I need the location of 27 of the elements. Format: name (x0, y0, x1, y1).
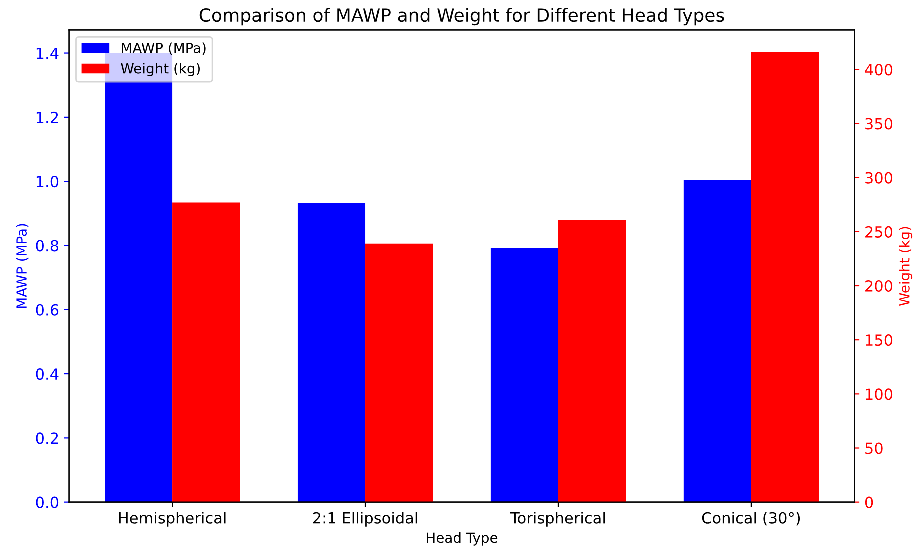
y-tick-label: 1.2 (36, 112, 58, 124)
y-tick-label: 1.4 (36, 48, 59, 60)
legend-label: MAWP (MPa) (122, 42, 206, 56)
y-tick-label: 0.0 (36, 496, 59, 508)
y-tick-label: 0.6 (36, 304, 59, 316)
y2-tick-label: 0 (865, 496, 874, 508)
y2-tick-label: 100 (866, 388, 893, 400)
x-axis-title: Head Type (427, 532, 498, 546)
x-tick-label: Conical (30°) (702, 512, 800, 526)
y2-tick-label: 200 (866, 280, 893, 292)
y2-tick-label: 50 (866, 442, 883, 454)
y-tick-label: 0.4 (36, 368, 59, 380)
y2-axis-title: Weight (kg) (899, 227, 913, 306)
y-tick-label: 0.8 (36, 240, 59, 252)
legend-label: Weight (kg) (121, 63, 200, 77)
y2-tick-label: 300 (866, 172, 893, 184)
x-tick-label: 2:1 Ellipsoidal (313, 512, 418, 527)
chart-title: Comparison of MAWP and Weight for Different Head Types (200, 8, 724, 26)
y-tick-label: 0.2 (36, 432, 58, 444)
y-axis-title: MAWP (MPa) (16, 224, 29, 308)
y2-tick-label: 400 (865, 64, 893, 76)
x-tick-label: Hemispherical (119, 512, 226, 527)
y2-tick-label: 250 (866, 226, 893, 238)
y2-tick-label: 350 (866, 118, 893, 130)
y-tick-label: 1.0 (36, 176, 59, 188)
x-tick-label: Torispherical (510, 512, 605, 527)
y2-tick-label: 150 (866, 334, 893, 346)
